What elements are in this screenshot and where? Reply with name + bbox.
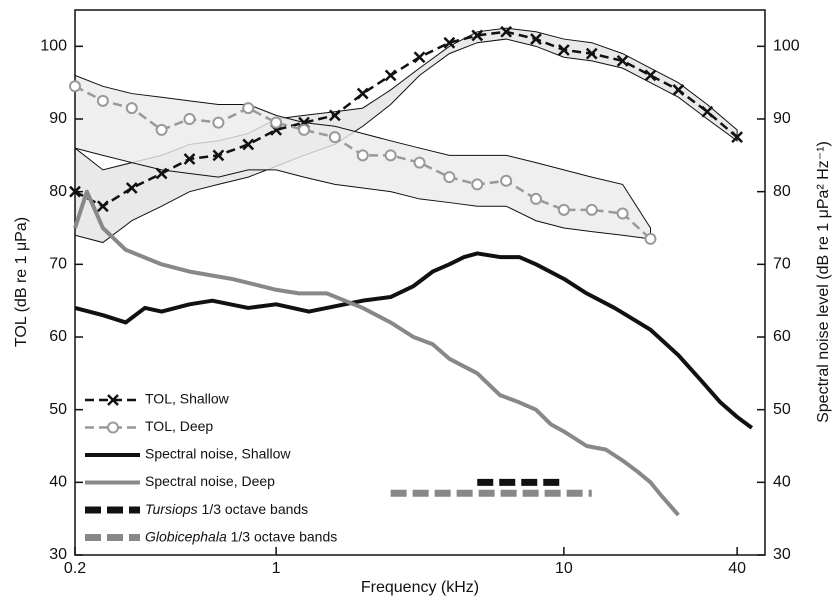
- y2-tick-label: 90: [773, 110, 791, 127]
- x-tick-label: 40: [728, 560, 746, 577]
- legend-label: TOL, Shallow: [145, 391, 230, 407]
- marker: [616, 207, 629, 220]
- marker: [701, 105, 714, 118]
- y2-tick-label: 60: [773, 328, 791, 345]
- marker: [672, 84, 685, 96]
- marker: [242, 138, 255, 151]
- series-line: [73, 189, 680, 517]
- y2-axis-label: Spectral noise level (dB re 1 μPa² Hz⁻¹): [815, 141, 832, 423]
- marker: [471, 178, 484, 191]
- legend-marker: [107, 394, 119, 406]
- marker: [500, 174, 513, 187]
- marker: [328, 131, 341, 144]
- marker: [242, 102, 255, 115]
- legend-label: Tursiops 1/3 octave bands: [145, 501, 308, 517]
- series-line: [74, 30, 738, 208]
- marker: [356, 87, 369, 100]
- y2-tick-label: 70: [773, 256, 791, 273]
- marker: [471, 29, 484, 42]
- y-tick-label: 50: [49, 401, 67, 418]
- y2-tick-label: 30: [773, 546, 791, 563]
- y2-tick-label: 80: [773, 183, 791, 200]
- legend-marker: [107, 421, 119, 434]
- marker: [212, 149, 225, 162]
- marker: [328, 109, 341, 122]
- legend-label: Globicephala 1/3 octave bands: [145, 528, 337, 544]
- legend-label-rest: 1/3 octave bands: [227, 528, 338, 544]
- y-tick-label: 100: [40, 38, 67, 55]
- marker: [731, 131, 743, 144]
- legend-label: Spectral noise, Shallow: [145, 446, 291, 462]
- marker: [413, 51, 426, 64]
- marker: [443, 171, 456, 184]
- x-tick-label: 10: [555, 560, 573, 577]
- x-tick-label: 1: [272, 560, 281, 577]
- y2-tick-label: 100: [773, 38, 800, 55]
- marker: [585, 203, 598, 216]
- marker: [443, 36, 456, 49]
- legend-label-italic: Tursiops: [145, 501, 198, 517]
- marker: [413, 156, 426, 169]
- marker: [298, 123, 311, 136]
- marker: [97, 200, 109, 213]
- marker: [125, 182, 138, 194]
- y2-tick-label: 50: [773, 401, 791, 418]
- marker: [125, 102, 138, 115]
- y-tick-label: 80: [49, 183, 67, 200]
- legend-label: Spectral noise, Deep: [145, 473, 275, 489]
- marker: [155, 123, 168, 136]
- marker: [96, 94, 109, 107]
- marker: [212, 116, 225, 129]
- marker: [616, 54, 629, 67]
- marker: [384, 149, 397, 162]
- marker: [384, 69, 397, 82]
- series-line: [74, 251, 754, 430]
- legend-label-italic: Globicephala: [145, 528, 227, 544]
- y-tick-label: 70: [49, 256, 67, 273]
- marker: [183, 113, 196, 125]
- y-tick-label: 60: [49, 328, 67, 345]
- marker: [500, 25, 513, 38]
- marker: [644, 69, 657, 82]
- y-tick-label: 30: [49, 546, 67, 563]
- marker: [155, 167, 168, 180]
- marker: [270, 116, 283, 129]
- marker: [356, 149, 369, 162]
- marker: [183, 153, 196, 165]
- marker: [529, 192, 542, 205]
- legend-label-rest: 1/3 octave bands: [198, 501, 309, 517]
- x-tick-label: 0.2: [64, 560, 86, 577]
- y-axis-label: TOL (dB re 1 μPa): [13, 217, 30, 347]
- plot-frame: [74, 9, 766, 556]
- y2-tick-label: 40: [773, 474, 791, 491]
- marker: [644, 232, 657, 245]
- marker: [585, 47, 598, 60]
- marker: [530, 33, 542, 45]
- y-tick-label: 40: [49, 474, 67, 491]
- marker: [557, 44, 570, 56]
- y-tick-label: 90: [49, 110, 67, 127]
- x-axis-label: Frequency (kHz): [361, 579, 479, 596]
- marker: [69, 80, 81, 93]
- marker: [557, 203, 570, 216]
- legend-label: TOL, Deep: [145, 418, 213, 434]
